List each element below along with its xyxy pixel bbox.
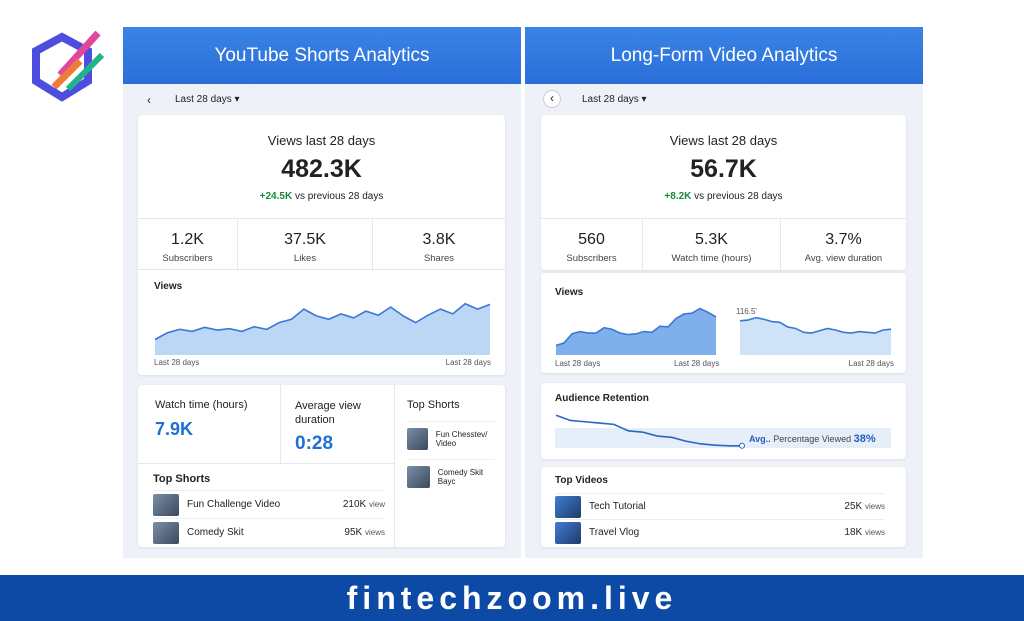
- back-button[interactable]: ‹: [543, 90, 561, 108]
- top-videos-card: Top Videos Tech Tutorial 25K views Travel…: [541, 467, 906, 547]
- longform-panel: Long-Form Video Analytics ‹ Last 28 days…: [525, 27, 923, 558]
- longform-views-chart-left: [555, 307, 717, 355]
- caret-down-icon: ▾: [234, 94, 240, 105]
- longform-title: Long-Form Video Analytics: [525, 27, 923, 84]
- metrics-card: Watch time (hours) 7.9K Average view dur…: [138, 385, 505, 547]
- thumbnail: [407, 427, 428, 450]
- side-title: Top Shorts: [407, 399, 460, 411]
- views-delta: +8.2K: [664, 191, 692, 202]
- shorts-views-line: [154, 302, 491, 341]
- avg-label: Average view duration: [295, 400, 361, 426]
- retention-line: [555, 414, 744, 447]
- views-label: Views last 28 days: [669, 133, 778, 148]
- views-value: 482.3K: [281, 155, 362, 183]
- x-end: Last 28 days: [848, 359, 894, 368]
- views-chart-card: Views 116.5' Last 28 days Last 28 days L…: [541, 273, 906, 373]
- shorts-views-chart: [154, 302, 491, 355]
- range-dropdown[interactable]: Last 28 days ▾: [175, 94, 240, 105]
- range-dropdown[interactable]: Last 28 days ▾: [582, 94, 647, 105]
- list-item[interactable]: Travel Vlog 18K views: [555, 519, 885, 545]
- long-views-left-line: [555, 307, 717, 347]
- longform-views-chart-right: [739, 316, 892, 355]
- list-item[interactable]: Comedy Skit 95K views: [153, 518, 385, 546]
- stat-likes: 37.5K Likes: [238, 219, 373, 271]
- thumbnail: [407, 465, 430, 488]
- x-end: Last 28 days: [445, 358, 491, 367]
- views-label: Views last 28 days: [267, 133, 376, 148]
- range-label: Last 28 days: [175, 94, 232, 105]
- site-banner: fintechzoom.live: [0, 575, 1024, 621]
- retention-label: Audience Retention: [555, 393, 649, 404]
- list-item[interactable]: Tech Tutorial 25K views: [555, 493, 885, 519]
- side-item[interactable]: Fun Chesstev/ Video: [407, 421, 495, 455]
- delta-suffix: vs previous 28 days: [294, 191, 384, 202]
- views-card: Views last 28 days 482.3K +24.5K vs prev…: [138, 115, 505, 375]
- top-title: Top Shorts: [153, 473, 211, 485]
- views-value: 56.7K: [690, 155, 757, 183]
- stat-shares: 3.8K Shares: [422, 231, 456, 264]
- watch-label: Watch time (hours): [155, 399, 248, 411]
- retention-card: Audience Retention Avg.. Percentage View…: [541, 383, 906, 459]
- stat-subscribers: 560 Subscribers: [541, 219, 643, 271]
- long-views-right-line: [739, 316, 892, 334]
- views-card: Views last 28 days 56.7K +8.2K vs previo…: [541, 115, 906, 271]
- end-point: [739, 442, 745, 449]
- stat-avg-duration: 3.7% Avg. view duration: [804, 231, 883, 264]
- shorts-views-area: [155, 303, 490, 355]
- long-views-left-area: [556, 308, 716, 355]
- chart-label: Views: [154, 281, 183, 292]
- list-item[interactable]: Fun Challenge Video 210K view: [153, 490, 385, 518]
- shorts-panel: YouTube Shorts Analytics ‹ Last 28 days …: [123, 27, 521, 558]
- views-delta: +24.5K: [259, 191, 293, 202]
- watch-value: 7.9K: [155, 419, 194, 439]
- stat-subscribers: 1.2K Subscribers: [138, 219, 238, 271]
- shorts-title: YouTube Shorts Analytics: [123, 27, 521, 84]
- x-start: Last 28 days: [154, 358, 200, 367]
- logo-icon: [32, 30, 105, 102]
- stat-watch-time: 5.3K Watch time (hours): [643, 219, 781, 271]
- side-item[interactable]: Comedy Skit Bayc: [407, 459, 495, 493]
- avg-value: 0:28: [295, 433, 334, 454]
- back-chevron-icon[interactable]: ‹: [147, 93, 151, 107]
- chart-annotation: 116.5': [736, 307, 757, 316]
- caret-down-icon: ▾: [641, 94, 647, 105]
- retention-chart: [555, 414, 745, 449]
- long-views-right-area: [740, 317, 891, 355]
- top-title: Top Videos: [555, 475, 608, 486]
- x-mid: Last 28 days: [674, 359, 720, 368]
- chart-label: Views: [555, 287, 584, 298]
- x-start: Last 28 days: [555, 359, 601, 368]
- retention-pct: 38%: [853, 433, 876, 445]
